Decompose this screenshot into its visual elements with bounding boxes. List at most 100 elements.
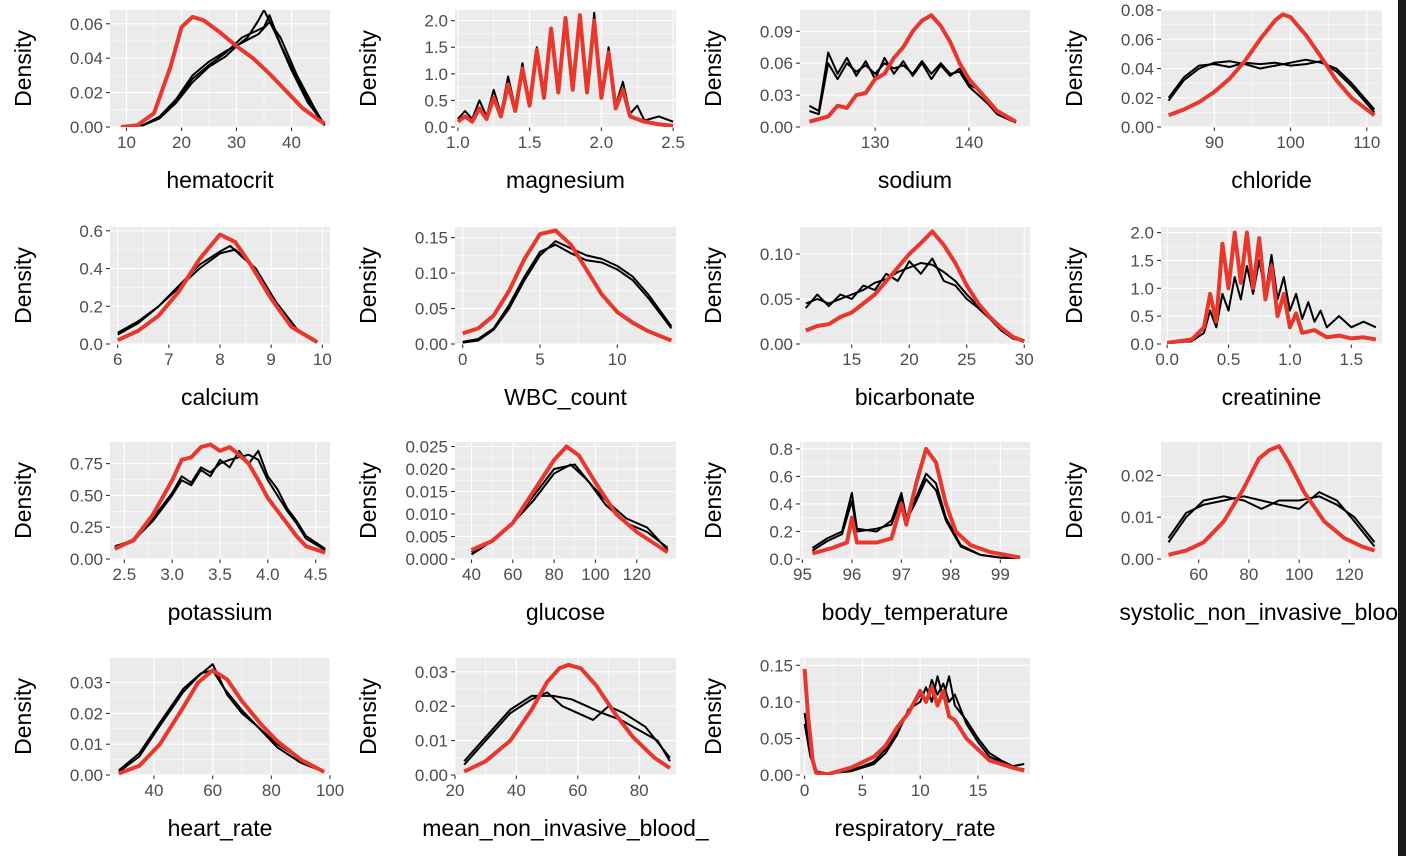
y-tick-label: 1.0: [1130, 279, 1154, 298]
y-tick-label: 0.4: [79, 260, 103, 279]
imputed-density-line-2: [117, 244, 318, 343]
imputed-density-line-1: [118, 663, 325, 773]
x-tick-label: 40: [282, 133, 301, 152]
x-tick-label: 100: [1276, 133, 1304, 152]
x-tick-label: 60: [1189, 565, 1208, 584]
x-tick-label: 2.5: [113, 565, 137, 584]
x-tick-label: 1.5: [518, 133, 542, 152]
y-tick-label: 0.6: [769, 467, 793, 486]
x-axis-title: WBC_count: [504, 384, 627, 410]
x-tick-label: 80: [1239, 565, 1258, 584]
observed-density-line: [120, 14, 326, 127]
x-axis-title: body_temperature: [822, 599, 1009, 625]
y-axis-title: Density: [700, 462, 726, 539]
y-tick-label: 0.06: [1121, 30, 1154, 49]
x-tick-label: 5: [535, 350, 544, 369]
observed-density-line: [1166, 230, 1377, 344]
y-tick-label: 1.5: [424, 38, 448, 57]
x-tick-label: 100: [316, 781, 344, 800]
y-tick-label: 0.03: [415, 663, 448, 682]
window-scroll-edge[interactable]: [1398, 0, 1406, 856]
x-axis-title: potassium: [168, 599, 273, 625]
y-tick-label: 2.0: [1130, 224, 1154, 243]
x-tick-label: 9: [266, 350, 275, 369]
y-tick-label: 0.00: [1121, 550, 1154, 569]
y-tick-label: 0.06: [70, 15, 103, 34]
y-tick-label: 0.05: [415, 300, 448, 319]
y-tick-label: 0.015: [405, 483, 448, 502]
imputed-density-line-3: [120, 21, 326, 127]
x-tick-label: 3.0: [160, 565, 184, 584]
x-axis-title: hematocrit: [166, 167, 274, 193]
y-tick-label: 0.50: [70, 486, 103, 505]
y-axis-title: Density: [10, 678, 36, 755]
density-panel-mean_non_invasive_blood_pressure: 20 40 60 80 0.00 0.01 0.02 0.03 mean_non_invasiv…: [355, 658, 710, 841]
imputed-density-line-2: [809, 60, 1017, 124]
y-tick-label: 0.02: [1121, 466, 1154, 485]
x-tick-label: 90: [1205, 133, 1224, 152]
imputed-density-line-2: [462, 243, 673, 343]
observed-density-line: [1167, 12, 1376, 118]
y-tick-label: 0.75: [70, 455, 103, 474]
y-axis-title: Density: [700, 678, 726, 755]
x-tick-label: 40: [145, 781, 164, 800]
density-panel-bicarbonate: 15 20 25 30 0.00 0.05 0.10 bicarbonate Density: [700, 227, 1034, 410]
observed-density-line: [1168, 444, 1376, 557]
x-tick-label: 80: [630, 781, 649, 800]
density-panel-creatinine: 0.0 0.5 1.0 1.5 0.0 0.5 1.0 1.5 2.0 creatinine Den…: [1061, 224, 1382, 410]
x-tick-label: 40: [462, 565, 481, 584]
imputed-density-line-2: [118, 669, 325, 773]
x-tick-label: 1.0: [446, 133, 470, 152]
y-tick-label: 0.2: [769, 522, 793, 541]
x-tick-label: 8: [215, 350, 224, 369]
x-tick-label: 120: [623, 565, 651, 584]
y-tick-label: 0.01: [70, 735, 103, 754]
y-tick-label: 0.00: [70, 118, 103, 137]
y-tick-label: 0.0: [769, 550, 793, 569]
y-tick-label: 0.5: [1130, 307, 1154, 326]
x-tick-label: 60: [568, 781, 587, 800]
observed-density-line: [808, 13, 1017, 124]
x-tick-label: 10: [117, 133, 136, 152]
y-tick-label: 0.08: [1121, 1, 1154, 20]
x-tick-label: 4.5: [304, 565, 328, 584]
x-tick-label: 2.5: [661, 133, 685, 152]
x-tick-label: 80: [262, 781, 281, 800]
observed-density-line: [463, 662, 672, 774]
x-tick-label: 97: [892, 565, 911, 584]
y-tick-label: 0.00: [760, 118, 793, 137]
observed-density-line: [462, 228, 673, 343]
x-axis-title: chloride: [1231, 167, 1312, 193]
y-axis-title: Density: [10, 30, 36, 107]
y-tick-label: 2.0: [424, 12, 448, 31]
y-tick-label: 0.15: [415, 229, 448, 248]
y-axis-title: Density: [10, 462, 36, 539]
panel-background: [110, 10, 330, 127]
y-tick-label: 0.02: [70, 704, 103, 723]
imputed-density-line-2: [1167, 60, 1376, 114]
x-tick-label: 60: [203, 781, 222, 800]
y-tick-label: 0.00: [1121, 118, 1154, 137]
x-tick-label: 6: [113, 350, 122, 369]
density-panel-heart_rate: 40 60 80 100 0.00 0.01 0.02 0.03 heart_rate Densi…: [10, 658, 344, 841]
x-tick-label: 15: [969, 781, 988, 800]
y-tick-label: 0.0: [1130, 335, 1154, 354]
x-axis-title: creatinine: [1222, 384, 1322, 410]
x-tick-label: 96: [842, 565, 861, 584]
x-axis-title: heart_rate: [168, 815, 273, 841]
y-tick-label: 0.04: [1121, 60, 1154, 79]
observed-density-line: [456, 13, 674, 127]
density-panel-respiratory_rate: 0 5 10 15 0.00 0.05 0.10 0.15 respiratory_rate De…: [700, 656, 1030, 841]
x-tick-label: 20: [900, 350, 919, 369]
y-axis-title: Density: [10, 247, 36, 324]
y-axis-title: Density: [1061, 247, 1087, 324]
y-axis-title: Density: [355, 462, 381, 539]
y-tick-label: 0.10: [415, 264, 448, 283]
imputed-density-line-1: [463, 691, 671, 766]
y-tick-label: 0.10: [760, 245, 793, 264]
x-tick-label: 25: [957, 350, 976, 369]
x-tick-label: 20: [172, 133, 191, 152]
x-tick-label: 30: [227, 133, 246, 152]
y-tick-label: 0.05: [760, 729, 793, 748]
